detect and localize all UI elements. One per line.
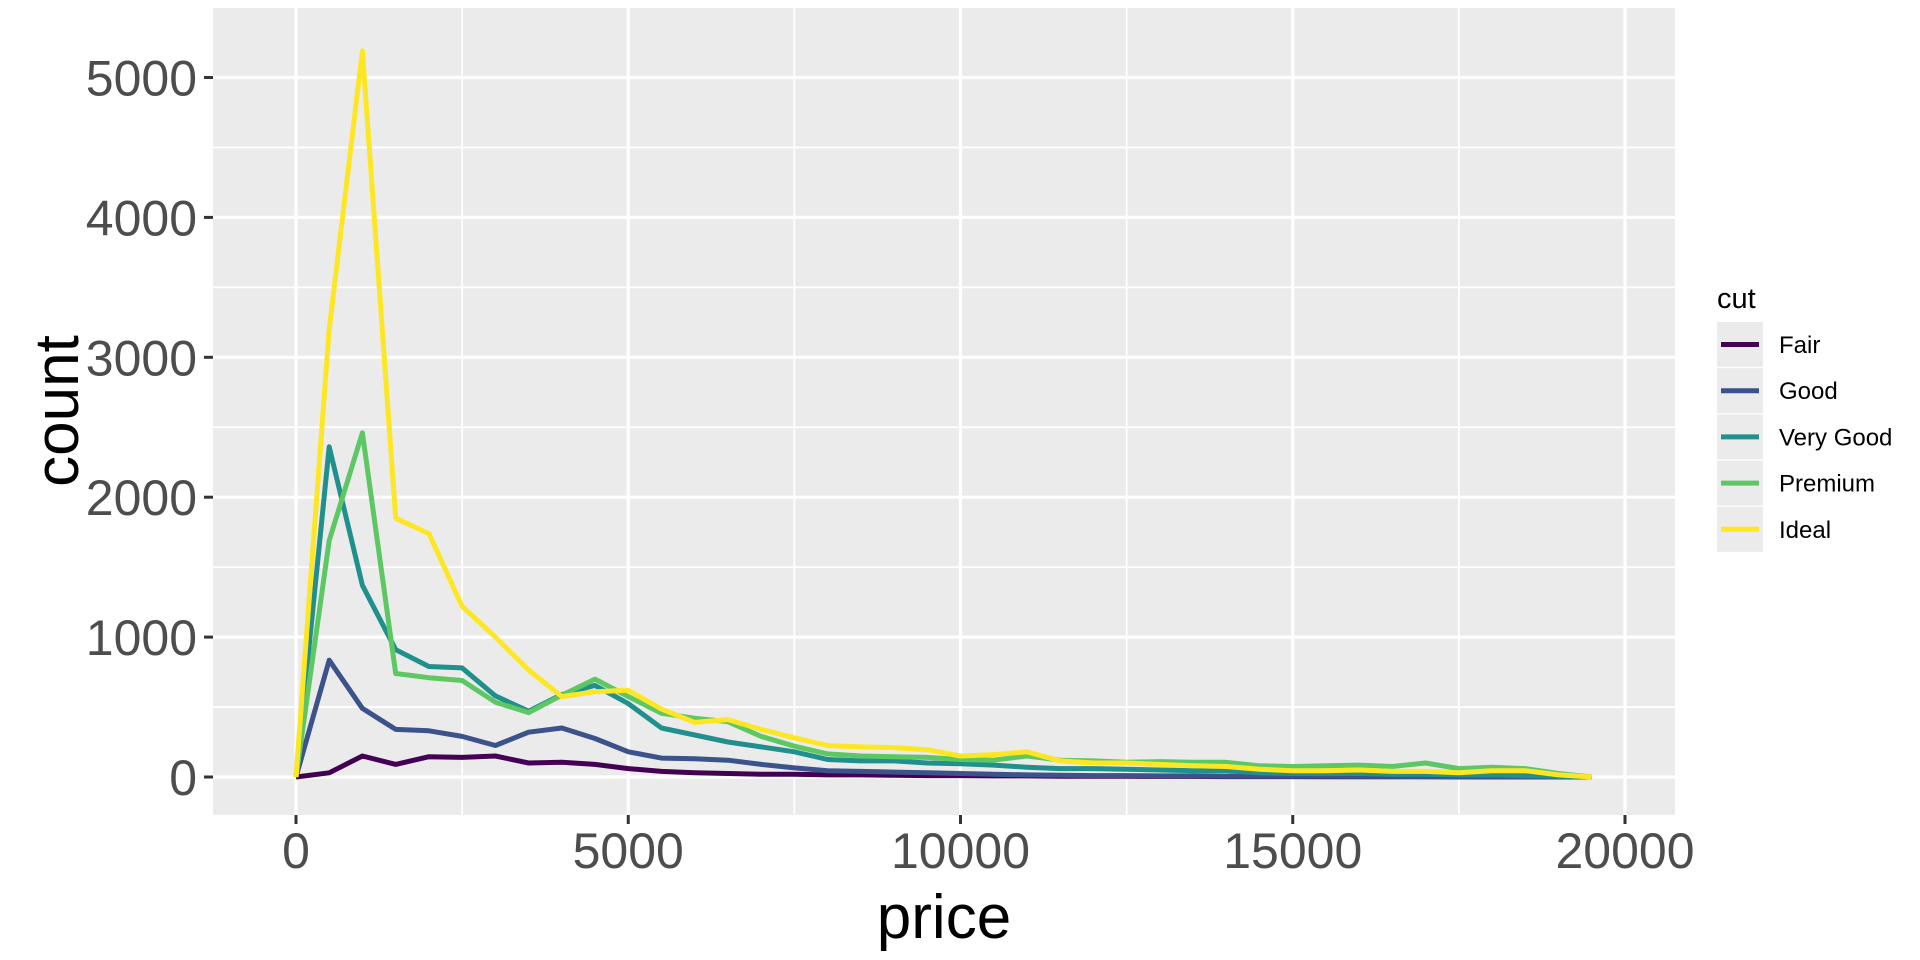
series-lines bbox=[293, 48, 1593, 780]
x-tick-label: 0 bbox=[282, 823, 310, 879]
legend-title: cut bbox=[1717, 283, 1756, 315]
y-tick-label: 5000 bbox=[86, 51, 197, 107]
axis-tick-labels: 0 5000 10000 15000 20000 0 1000 2000 3000 4000 500… bbox=[86, 51, 1695, 880]
minor-gridlines bbox=[213, 8, 1675, 815]
y-tick-label: 4000 bbox=[86, 190, 197, 246]
y-tick-label: 0 bbox=[169, 750, 197, 806]
legend-label: Very Good bbox=[1779, 424, 1892, 451]
y-tick-label: 1000 bbox=[86, 610, 197, 666]
y-tick-label: 3000 bbox=[86, 330, 197, 386]
legend-label: Good bbox=[1779, 378, 1838, 405]
series-line-good bbox=[293, 657, 1592, 780]
legend-label: Premium bbox=[1779, 471, 1875, 498]
legend-label: Fair bbox=[1779, 332, 1820, 359]
axis-tick-marks bbox=[204, 76, 1627, 824]
series-line-premium bbox=[293, 430, 1593, 780]
plot-panel bbox=[213, 8, 1675, 815]
legend: cut Fair Good Very Good Premium Ideal bbox=[1717, 283, 1892, 552]
y-tick-label: 2000 bbox=[86, 470, 197, 526]
legend-label: Ideal bbox=[1779, 517, 1831, 544]
major-gridlines bbox=[213, 8, 1675, 815]
series-line-very-good bbox=[293, 444, 1592, 780]
x-tick-label: 5000 bbox=[573, 823, 684, 879]
x-tick-label: 15000 bbox=[1223, 823, 1362, 879]
series-line-ideal bbox=[293, 48, 1592, 780]
x-tick-label: 20000 bbox=[1555, 823, 1694, 879]
x-tick-label: 10000 bbox=[891, 823, 1030, 879]
y-axis-title: count bbox=[23, 335, 92, 487]
x-axis-title: price bbox=[877, 883, 1011, 952]
